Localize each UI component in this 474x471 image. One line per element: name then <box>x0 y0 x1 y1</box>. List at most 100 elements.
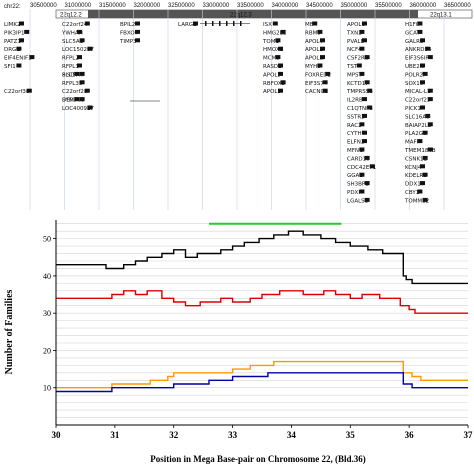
gene-glyph <box>84 21 90 26</box>
gene-label: TIMP3 <box>119 39 137 45</box>
gene-label: SLC16A8 <box>405 114 430 120</box>
genome-browser-svg: chr22: 30500000 31000000 31500000 32000000 3… <box>4 3 473 210</box>
gene-glyph <box>317 29 323 34</box>
gene-label: TOMM22 <box>404 198 429 204</box>
gene-label: MAFF <box>405 140 420 146</box>
gene-label: ELFN2 <box>347 140 364 146</box>
gene-label: MYH9 <box>305 64 321 70</box>
gene-label: POLR2F <box>405 72 426 78</box>
series-layer <box>56 222 468 393</box>
gene-glyph <box>272 21 278 26</box>
gene-label: ANKRD54 <box>405 47 432 53</box>
gene-label: MICAL-L1 <box>405 89 431 95</box>
gene-glyph <box>359 147 365 152</box>
gene-glyph <box>135 29 140 34</box>
gene-label: SSTR3 <box>347 114 365 120</box>
gene-label: APOL4 <box>305 39 323 45</box>
gene-glyph <box>278 71 283 76</box>
gene-label: MPST <box>347 72 363 78</box>
gene-glyph <box>427 55 433 60</box>
gene-label: RAC2 <box>347 123 362 129</box>
gene-glyph <box>77 29 82 34</box>
gene-label: UBE2N <box>405 64 424 70</box>
gene-glyph <box>364 55 370 60</box>
gene-glyph <box>364 197 370 202</box>
x-tick-label: 36 <box>405 430 415 440</box>
gene-glyph <box>364 80 370 85</box>
gene-glyph <box>87 105 93 110</box>
gene-label: IL2RB <box>347 98 363 104</box>
gene-label: SYN3 <box>62 98 77 104</box>
gene-glyph <box>19 38 24 43</box>
gene-label: PATZ1 <box>4 39 21 45</box>
gene-glyph <box>320 55 325 60</box>
gene-label: SLC5A4 <box>62 72 84 78</box>
coord-label: 32000000 <box>134 3 161 9</box>
gene-label: LOC150297 <box>62 47 95 53</box>
gene-label: CDC42EP1 <box>347 165 376 171</box>
gene-glyph <box>77 63 82 68</box>
gene-label: TST <box>346 64 358 70</box>
gene-exon <box>219 21 221 26</box>
gene-label: HMG2L1 <box>263 30 286 36</box>
gene-glyph <box>362 113 367 118</box>
tick-labels: 30 31 32 33 34 35 36 37 10 20 30 40 50 <box>43 235 473 440</box>
gene-label: RBM9 <box>305 30 321 36</box>
gene-label: EIF3S7 <box>305 81 324 87</box>
gene-label: TXN2 <box>346 30 362 36</box>
gene-glyph <box>320 46 325 51</box>
coordinate-ruler: 30500000 31000000 31500000 32000000 32500000… <box>30 3 471 9</box>
gene-label: EIF3S6IP <box>405 56 429 62</box>
gene-glyph <box>77 55 82 60</box>
coord-label: 30500000 <box>30 3 57 9</box>
y-tick-label: 50 <box>43 235 51 244</box>
band-label: 22q13.1 <box>430 13 452 19</box>
coord-label: 34000000 <box>272 3 299 9</box>
gene-label: TOM1 <box>262 39 279 45</box>
gene-label: LGALS1 <box>347 198 368 204</box>
gene-label: TMPRSS6 <box>346 89 373 95</box>
series-line-1 <box>56 290 468 314</box>
gene-glyph <box>275 55 281 60</box>
gene-label: MFNG <box>347 148 363 154</box>
chrom-label: chr22: <box>4 4 21 10</box>
gene-label: EIF4ENIF1 <box>4 56 32 62</box>
gene-glyph <box>359 29 365 34</box>
gene-glyph <box>417 139 423 144</box>
gene-label: C22orf30 <box>4 89 30 95</box>
gene-glyph <box>427 88 433 93</box>
gene-glyph <box>420 63 425 68</box>
gene-glyph <box>79 71 85 76</box>
gene-label: GCAT <box>405 30 420 36</box>
gene-label: SLC5A1 <box>62 39 83 45</box>
gene-glyph <box>325 71 331 76</box>
gene-label: RFPL2 <box>62 56 79 62</box>
series-line-2 <box>56 360 468 389</box>
gene-glyph <box>359 71 365 76</box>
gene-label: APOL5 <box>263 72 281 78</box>
gene-label: MCM5 <box>263 56 280 62</box>
coord-label: 36500000 <box>444 3 471 9</box>
gene-glyph <box>359 172 365 177</box>
gene-exon <box>240 21 242 26</box>
gene-glyph <box>422 155 428 160</box>
gene-glyph <box>422 172 428 177</box>
gene-track: LIMK2 PIK3IP1 PATZ1 DRG1 EIF4ENIF1 SFI1 C22orf… <box>4 21 436 204</box>
gene-label: CARD10 <box>347 156 370 162</box>
gene-label: PICK1 <box>405 106 421 112</box>
gene-glyph <box>420 38 425 43</box>
gene-glyph <box>362 139 367 144</box>
gene-label: C22orf24 <box>62 22 88 28</box>
gene-glyph <box>84 88 90 93</box>
gene-glyph <box>24 29 30 34</box>
gene-glyph <box>280 29 286 34</box>
gene-glyph <box>356 63 362 68</box>
gene-glyph <box>417 21 423 26</box>
gene-glyph <box>16 63 22 68</box>
gene-label: LOC400927 <box>62 106 95 112</box>
gene-label: KCTD17 <box>347 81 369 87</box>
gene-label: APOL1 <box>305 56 323 62</box>
gene-glyph <box>362 130 367 135</box>
gene-label: HMOX1 <box>263 47 283 53</box>
gene-glyph <box>364 181 370 186</box>
